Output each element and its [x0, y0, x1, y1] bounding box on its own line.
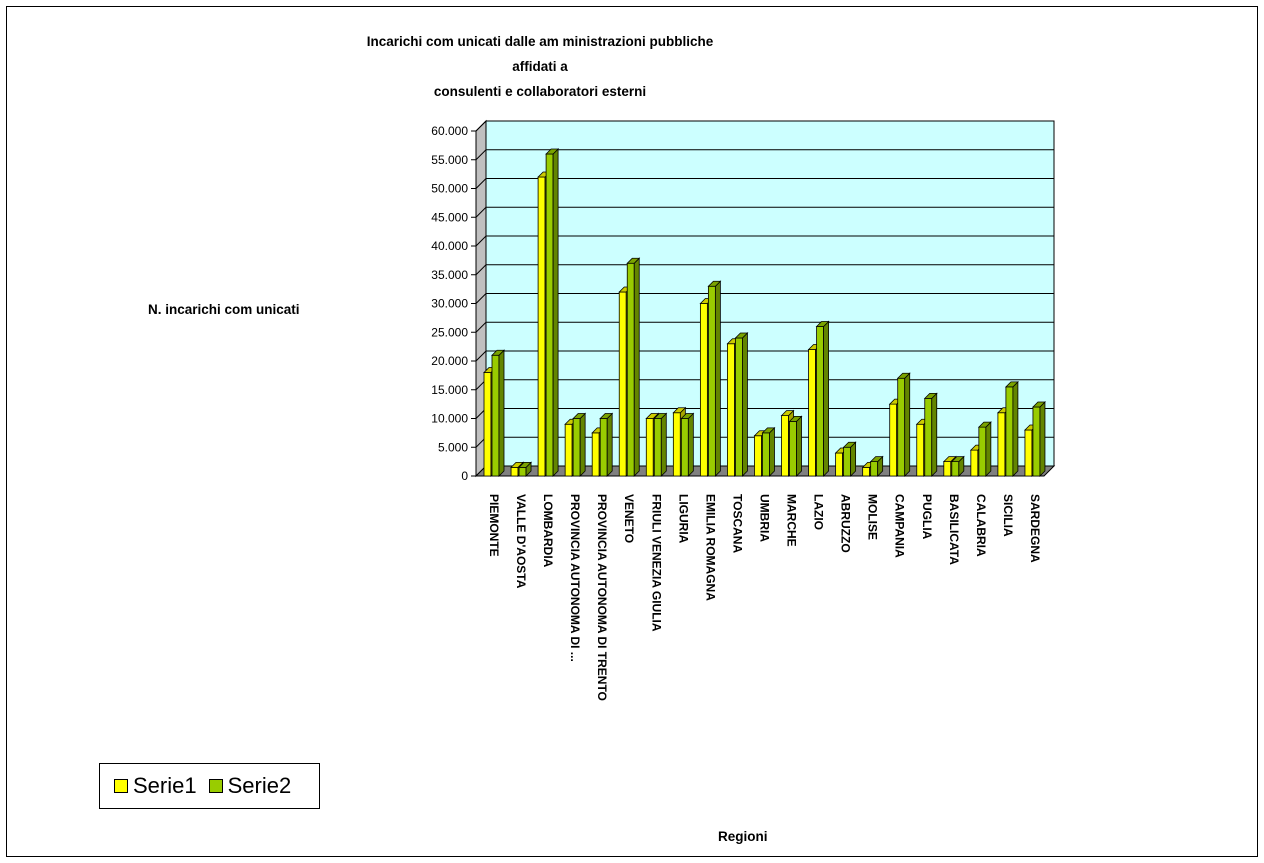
gridline — [475, 149, 1054, 161]
x-tick-label: BASILICATA — [947, 494, 961, 565]
legend-item-serie2: Serie2 — [208, 773, 292, 799]
gridline — [475, 264, 1054, 276]
y-axis-label: N. incarichi com unicati — [148, 302, 300, 317]
gridline — [475, 120, 1054, 132]
legend-swatch-serie2 — [208, 779, 223, 793]
y-tick-label: 10.000 — [431, 412, 468, 426]
bar-serie2-campania — [896, 372, 911, 477]
gridline — [475, 350, 1054, 362]
bar-serie2-basilicata — [950, 455, 965, 477]
legend-swatch-serie1 — [114, 779, 128, 793]
x-axis-label: Regioni — [718, 829, 768, 844]
y-tick-label: 25.000 — [431, 325, 468, 339]
legend-item-serie1: Serie1 — [114, 773, 197, 799]
bar-serie2-toscana — [734, 332, 749, 477]
bar-serie2-umbria — [761, 426, 776, 477]
x-tick-label: PROVINCIA AUTONOMA DI ... — [568, 494, 582, 662]
y-tick-label: 20.000 — [431, 354, 468, 368]
y-tick-label: 30.000 — [431, 297, 468, 311]
gridline — [475, 206, 1054, 218]
x-tick-label: TOSCANA — [730, 494, 744, 553]
bar-serie2-sicilia — [1004, 380, 1019, 477]
x-tick-label: SARDEGNA — [1028, 494, 1042, 563]
x-tick-label: CAMPANIA — [893, 494, 907, 558]
x-tick-label: PIEMONTE — [487, 494, 501, 557]
x-tick-label: LAZIO — [812, 494, 826, 530]
y-tick-label: 60.000 — [431, 124, 468, 138]
bar-serie2-emilia-romagna — [707, 280, 722, 477]
bar-serie2-marche — [788, 415, 803, 477]
chart-frame — [6, 6, 1258, 857]
bar-serie2-puglia — [923, 392, 938, 477]
x-tick-label: SICILIA — [1001, 494, 1015, 537]
bar-serie2-provincia-autonoma-di- — [572, 412, 587, 477]
x-tick-label: LOMBARDIA — [541, 494, 555, 568]
y-tick-label: 35.000 — [431, 268, 468, 282]
x-tick-label: LIGURIA — [676, 494, 690, 544]
bar-serie2-friuli-venezia-giulia — [653, 412, 668, 477]
x-tick-label: CALABRIA — [974, 494, 988, 557]
x-tick-label: ABRUZZO — [839, 494, 853, 553]
legend-label-serie1: Serie1 — [133, 773, 197, 798]
y-tick-label: 45.000 — [431, 210, 468, 224]
bar-serie2-sardegna — [1031, 401, 1046, 477]
gridline — [475, 235, 1054, 247]
x-tick-label: MOLISE — [866, 494, 880, 540]
bar-serie2-molise — [869, 455, 884, 477]
x-tick-label: VENETO — [622, 494, 636, 543]
chart-legend: Serie1 Serie2 — [99, 763, 320, 809]
gridline — [475, 321, 1054, 333]
y-tick-label: 55.000 — [431, 153, 468, 167]
y-tick-label: 15.000 — [431, 383, 468, 397]
y-tick-label: 40.000 — [431, 239, 468, 253]
bar-serie2-liguria — [680, 412, 695, 477]
y-tick-label: 50.000 — [431, 182, 468, 196]
x-tick-label: PROVINCIA AUTONOMA DI TRENTO — [595, 494, 609, 701]
legend-label-serie2: Serie2 — [227, 773, 292, 798]
y-tick-label: 5.000 — [438, 440, 468, 454]
bar-serie2-lombardia — [545, 148, 560, 477]
x-tick-label: UMBRIA — [757, 494, 771, 542]
x-tick-label: EMILIA ROMAGNA — [703, 494, 717, 601]
chart-title-line-3: consulenti e collaboratori esterni — [433, 84, 647, 99]
x-tick-label: VALLE D'AOSTA — [514, 494, 528, 589]
bar-serie2-veneto — [626, 257, 641, 477]
x-tick-label: MARCHE — [785, 494, 799, 547]
bar-serie2-provincia-autonoma-di-trento — [599, 412, 614, 477]
gridline — [475, 293, 1054, 304]
bar-serie2-valle-d-aosta — [518, 461, 533, 477]
bar-serie2-lazio — [815, 320, 830, 477]
x-tick-label: PUGLIA — [920, 494, 934, 540]
bar-serie2-calabria — [977, 421, 992, 477]
bar-serie2-abruzzo — [842, 441, 857, 477]
chart-title-line-1: Incarichi com unicati dalle am ministraz… — [366, 34, 714, 49]
bar-serie2-piemonte — [491, 349, 505, 477]
y-tick-label: 0 — [461, 469, 468, 483]
gridline — [475, 178, 1054, 189]
x-tick-label: FRIULI VENEZIA GIULIA — [649, 494, 663, 632]
chart-title-line-2: affidati a — [512, 59, 568, 74]
